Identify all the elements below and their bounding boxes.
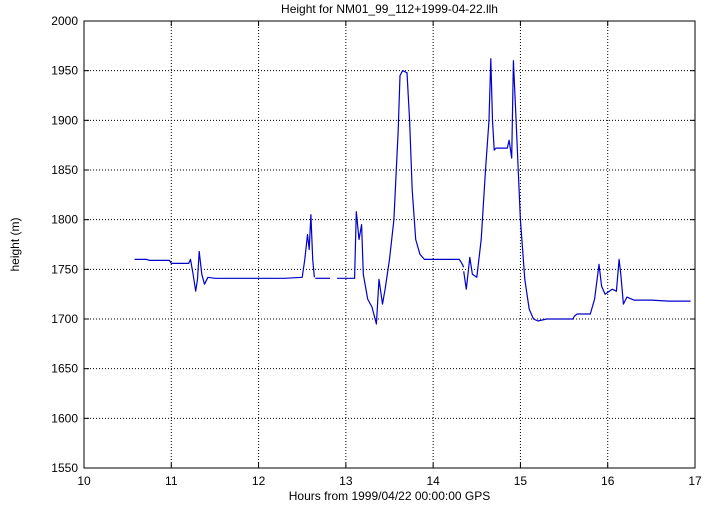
y-tick-label: 1950 xyxy=(51,64,78,78)
grid-lines xyxy=(84,21,695,468)
y-tick-label: 1700 xyxy=(51,312,78,326)
x-tick-label: 11 xyxy=(165,474,178,488)
x-axis-label: Hours from 1999/04/22 00:00:00 GPS xyxy=(289,489,490,503)
x-tick-label: 10 xyxy=(77,474,91,488)
y-axis-label: height (m) xyxy=(8,217,22,271)
x-tick-label: 15 xyxy=(514,474,528,488)
y-tick-label: 1650 xyxy=(51,362,78,376)
x-tick-label: 13 xyxy=(339,474,353,488)
x-tick-label: 14 xyxy=(426,474,440,488)
y-tick-label: 2000 xyxy=(51,14,78,28)
x-tick-label: 17 xyxy=(688,474,702,488)
chart-title: Height for NM01_99_112+1999-04-22.llh xyxy=(281,2,498,16)
x-tick-label: 16 xyxy=(601,474,615,488)
series-line xyxy=(463,58,691,322)
series-line xyxy=(337,70,465,325)
y-tick-label: 1750 xyxy=(51,262,78,276)
y-tick-label: 1550 xyxy=(51,461,78,475)
axis-ticks: 10 11 12 13 14 15 16 17 1550 1600 1650 1700 1750 1800… xyxy=(51,14,702,488)
x-tick-label: 12 xyxy=(252,474,266,488)
series-line xyxy=(134,214,315,292)
y-tick-label: 1800 xyxy=(51,213,78,227)
series-layer xyxy=(134,58,691,325)
plot-frame xyxy=(83,20,696,469)
y-tick-label: 1850 xyxy=(51,163,78,177)
y-tick-label: 1900 xyxy=(51,113,78,127)
y-tick-label: 1600 xyxy=(51,411,78,425)
